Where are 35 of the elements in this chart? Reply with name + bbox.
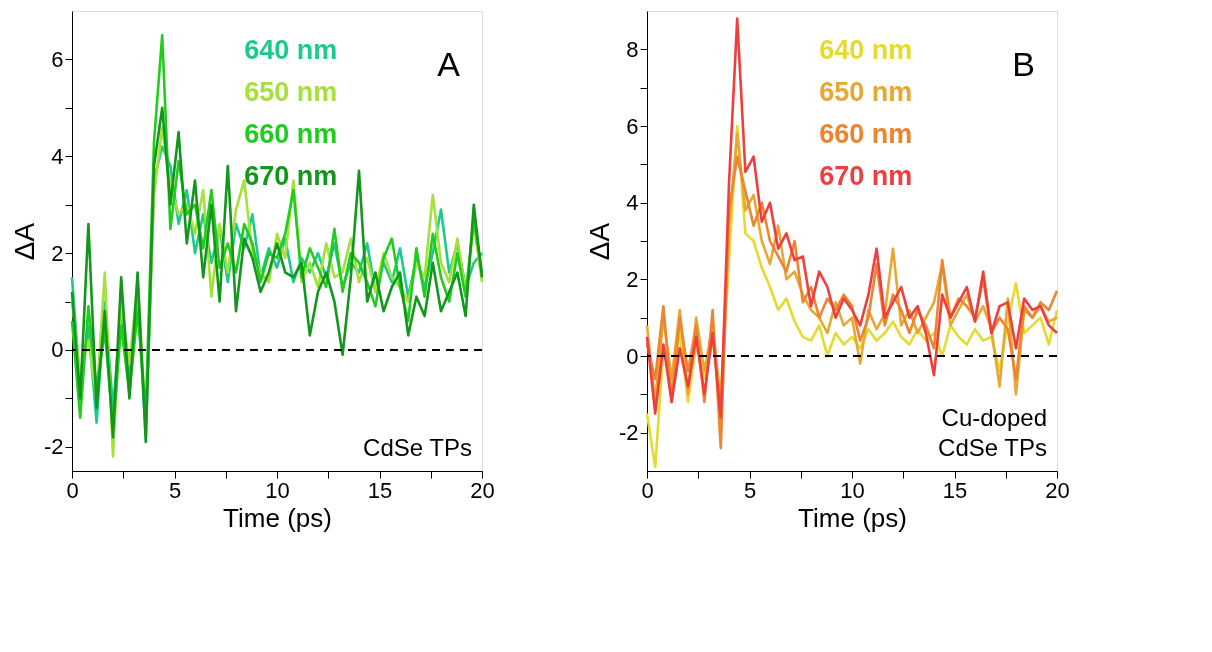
y-tick-label: -2	[618, 420, 639, 446]
text: 660 nm	[819, 119, 913, 149]
x-tick-label: 10	[265, 477, 290, 503]
text: 640 nm	[244, 35, 338, 65]
y-tick-label: 4	[626, 190, 639, 216]
x-axis-title: Time (ps)	[798, 502, 907, 533]
y-tick-label: 8	[626, 36, 639, 62]
series-label: 670 nm	[819, 161, 913, 191]
y-tick-label: 0	[51, 337, 64, 363]
annotation: Cu-doped CdSe TPs	[938, 404, 1047, 461]
x-tick-label: 10	[840, 477, 865, 503]
y-tick-label: 2	[626, 266, 639, 292]
x-tick-label: 15	[942, 477, 968, 503]
y-axis-title: ΔA	[583, 222, 615, 261]
y-tick-label: -2	[43, 434, 64, 460]
annotation: A	[437, 45, 461, 83]
text: 650 nm	[819, 77, 913, 107]
x-tick-label: 20	[470, 477, 495, 503]
x-tick-label: 15	[367, 477, 393, 503]
annotation: B	[1012, 45, 1035, 83]
y-tick-label: 0	[626, 343, 639, 369]
x-tick-label: 5	[743, 477, 757, 503]
text: 650 nm	[244, 77, 338, 107]
x-tick-label: 5	[168, 477, 182, 503]
y-axis-title: ΔA	[8, 222, 40, 261]
x-axis-title: Time (ps)	[223, 502, 332, 533]
y-tick-label: 4	[51, 143, 64, 169]
text: 640 nm	[819, 35, 913, 65]
y-tick-label: 6	[626, 113, 639, 139]
y-tick-label: 6	[51, 46, 64, 72]
series-label: 670 nm	[244, 161, 338, 191]
y-tick-label: 2	[51, 240, 64, 266]
x-tick-label: 20	[1045, 477, 1070, 503]
annotation: CdSe TPs	[363, 434, 472, 461]
series-label: 660 nm	[244, 119, 338, 149]
